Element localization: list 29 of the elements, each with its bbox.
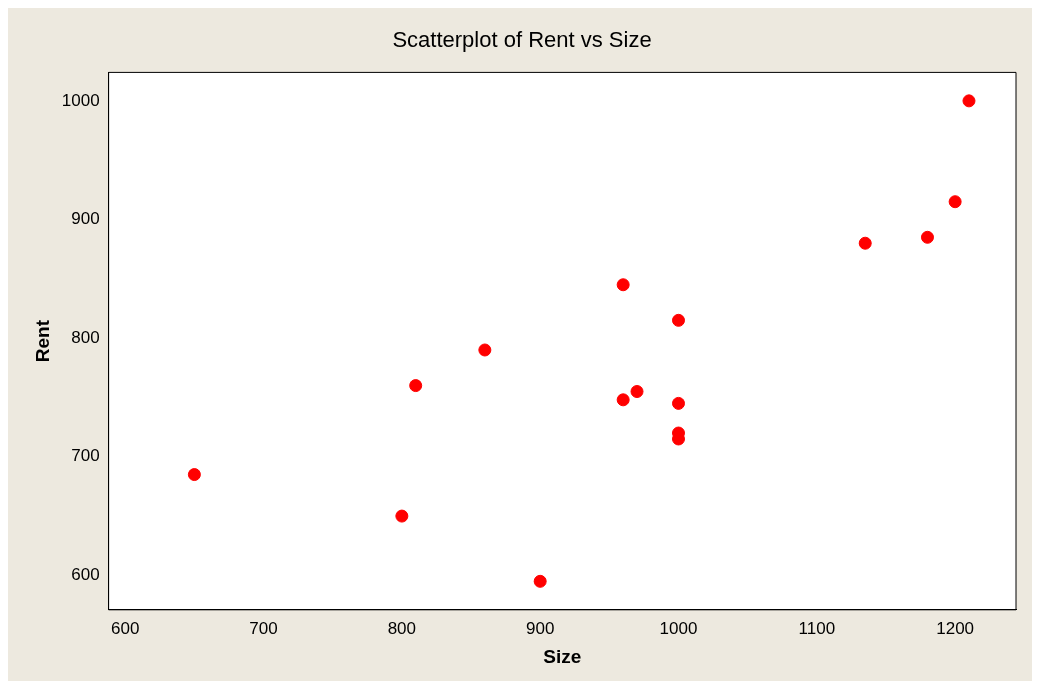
point	[630, 385, 644, 399]
y-axis-title: Rent	[31, 319, 53, 363]
point	[187, 468, 201, 482]
x-tick-label: 800	[387, 618, 417, 638]
y-tick-label: 600	[71, 565, 100, 585]
point	[616, 278, 630, 292]
point	[533, 574, 547, 588]
y-tick-label: 800	[71, 327, 100, 347]
point	[478, 343, 492, 357]
y-tick-label: 700	[71, 446, 100, 466]
y-tick-label: 900	[71, 209, 100, 229]
x-axis-title: Size	[543, 645, 582, 667]
point	[948, 195, 962, 209]
chart-title: Scatterplot of Rent vs Size	[392, 27, 652, 53]
point	[672, 396, 685, 410]
y-tick-label: 1000	[61, 90, 100, 110]
point	[409, 379, 423, 393]
x-tick-label: 1000	[659, 618, 698, 638]
point	[672, 313, 685, 327]
point	[920, 230, 934, 244]
x-tick-label: 1200	[936, 618, 975, 638]
point	[858, 236, 872, 250]
x-tick-label: 1100	[798, 618, 836, 638]
x-tick-label: 700	[249, 618, 278, 638]
point	[962, 94, 976, 108]
point	[395, 509, 409, 523]
point	[616, 393, 630, 407]
x-tick-label: 600	[111, 618, 140, 638]
x-tick-label: 900	[525, 618, 555, 638]
